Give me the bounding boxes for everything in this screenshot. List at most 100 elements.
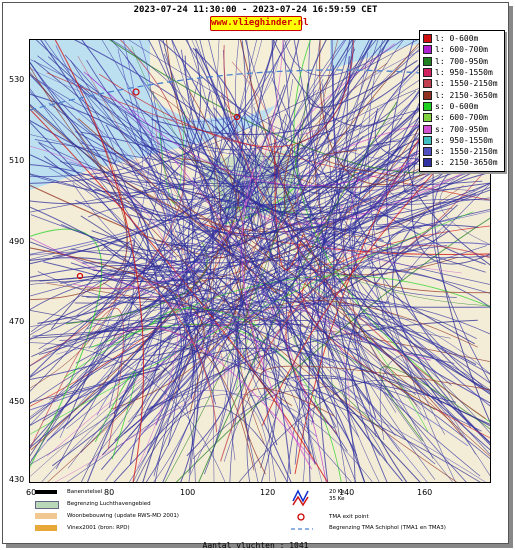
legend-swatch [423, 56, 432, 66]
flight-track [30, 47, 244, 265]
flight-track [64, 54, 199, 482]
flight-track [153, 235, 418, 477]
legend-label: s: 1550-2150m [435, 147, 498, 157]
flight-track [42, 261, 334, 363]
flight-track [129, 347, 490, 465]
housing-swatch [35, 513, 57, 519]
flight-track [275, 130, 490, 451]
flight-track [153, 40, 228, 482]
flight-track [317, 154, 348, 482]
tma-exit-label: TMA exit point [329, 514, 369, 520]
x-tick: 140 [339, 488, 355, 497]
flight-track [382, 183, 490, 320]
flight-track [30, 103, 421, 482]
flight-track [342, 204, 418, 406]
flight-track [73, 40, 252, 222]
flight-track [282, 40, 302, 465]
flight-track [30, 40, 275, 184]
flight-track [113, 349, 280, 482]
flight-track [30, 40, 163, 392]
flight-track [146, 248, 195, 454]
flight-track [30, 55, 280, 122]
flight-track [77, 55, 226, 379]
flight-track [86, 59, 364, 208]
legend-label: l: 950-1550m [435, 68, 493, 78]
flight-track [322, 40, 462, 168]
runway-label: Banenstelsel [67, 489, 103, 495]
tma-exit-point [233, 113, 241, 121]
legend-item: l: 700-950m [423, 56, 501, 67]
flight-track [30, 264, 490, 446]
flight-track [167, 197, 464, 438]
x-tick: 160 [417, 488, 433, 497]
flight-track [322, 150, 399, 177]
flight-track [30, 93, 194, 442]
flight-track [43, 130, 173, 350]
tma-exit-point [132, 88, 140, 96]
flight-track [30, 300, 284, 477]
flight-track [30, 307, 124, 451]
flight-track [128, 109, 250, 438]
flight-track [392, 212, 490, 444]
flight-track [30, 62, 217, 405]
flight-track [193, 125, 233, 239]
legend-label: l: 700-950m [435, 56, 488, 66]
y-tick: 490 [9, 237, 25, 246]
flight-track [283, 144, 490, 294]
flight-track [297, 339, 357, 381]
flight-track [302, 257, 490, 439]
flight-track [195, 61, 280, 317]
flight-track [192, 389, 388, 463]
flight-track [30, 59, 153, 178]
flight-track [178, 146, 475, 345]
legend-item: l: 1550-2150m [423, 78, 501, 89]
flight-track [87, 200, 258, 482]
flight-track [30, 296, 490, 405]
flight-track [215, 125, 490, 392]
flight-track [30, 52, 369, 465]
legend-swatch [423, 68, 432, 78]
flight-track [309, 198, 490, 436]
flight-track [241, 167, 313, 470]
flight-track [165, 242, 490, 400]
x-tick: 80 [104, 488, 115, 497]
flight-track [207, 244, 356, 482]
flight-track [30, 228, 103, 468]
brand-link[interactable]: www.vlieghinder.nl [210, 16, 309, 31]
flight-track [180, 49, 490, 259]
legend-swatch [423, 124, 432, 134]
flight-track [136, 405, 288, 482]
flight-track [375, 189, 490, 226]
flight-track [242, 388, 335, 475]
map-canvas [30, 40, 490, 482]
flight-track [30, 299, 490, 477]
flight-track [46, 72, 490, 201]
flight-track [317, 83, 335, 307]
flight-track [342, 313, 490, 395]
flight-track [30, 173, 281, 354]
flight-track [327, 253, 436, 465]
airport-boundary-label: Begrenzing Luchthavengebied [67, 501, 151, 507]
flight-track [30, 146, 180, 469]
flight-track [70, 244, 166, 278]
legend-label: l: 0-600m [435, 34, 479, 44]
flight-track [65, 242, 208, 325]
flight-track [212, 40, 220, 482]
legend-label: s: 2150-3650m [435, 158, 498, 168]
flight-track [158, 40, 445, 215]
flight-track [208, 40, 357, 482]
flight-track [38, 40, 246, 355]
flight-track [295, 377, 456, 429]
flight-track [76, 117, 403, 380]
legend-swatch [423, 101, 432, 111]
altitude-legend: l: 0-600m l: 600-700m l: 700-950m l: 950-15… [419, 30, 505, 172]
flight-track [274, 139, 304, 271]
flight-track [128, 40, 291, 132]
flight-track [220, 181, 307, 262]
flight-track [30, 376, 135, 426]
flight-track [30, 66, 458, 482]
flight-track [227, 40, 258, 169]
flight-track [30, 310, 481, 482]
flight-track [324, 56, 490, 230]
